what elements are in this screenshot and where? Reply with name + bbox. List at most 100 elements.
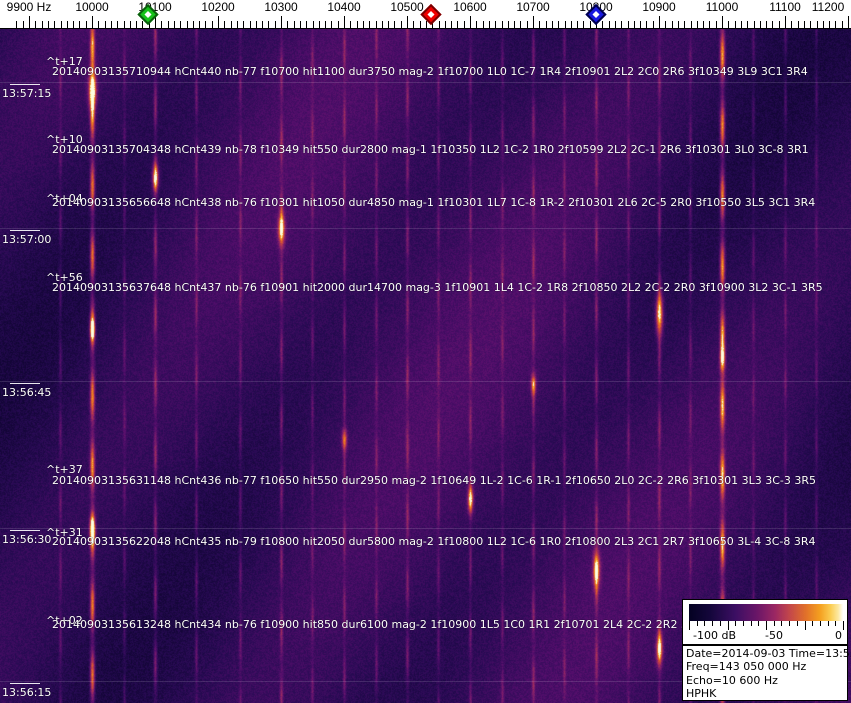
colorbar-tick-major xyxy=(689,621,690,630)
detection-record-row[interactable]: 20140903135710944 hCnt440 nb-77 f10700 h… xyxy=(52,65,808,78)
freq-tick-minor xyxy=(325,21,326,29)
detection-time-tag: ^t+17 xyxy=(46,55,83,68)
freq-tick-minor xyxy=(294,21,295,29)
time-gridline xyxy=(0,528,851,529)
freq-tick-minor xyxy=(804,21,805,29)
freq-tick-label: 11000 xyxy=(705,0,739,14)
colorbar-tick-minor xyxy=(712,621,713,626)
detection-record-row[interactable]: 20140903135656648 hCnt438 nb-76 f10301 h… xyxy=(52,196,816,209)
freq-tick-minor xyxy=(772,21,773,29)
freq-tick-minor xyxy=(350,21,351,29)
detection-record-row[interactable]: 20140903135622048 hCnt435 nb-79 f10800 h… xyxy=(52,535,816,548)
freq-tick-minor xyxy=(142,21,143,29)
colorbar-tick-minor xyxy=(735,621,736,626)
freq-tick-minor xyxy=(193,21,194,29)
freq-tick-major xyxy=(92,16,93,29)
freq-tick-minor xyxy=(464,21,465,29)
freq-tick-major xyxy=(470,16,471,29)
time-gridline xyxy=(0,228,851,229)
frequency-axis: 9900 Hz 10000 10100 10200 10300 10400 10500 106… xyxy=(0,0,851,29)
color-scale-gradient xyxy=(689,604,843,621)
info-frequency: Freq=143 050 000 Hz xyxy=(686,660,807,674)
freq-tick-minor xyxy=(602,21,603,29)
freq-tick-minor xyxy=(665,21,666,29)
freq-tick-minor xyxy=(117,21,118,29)
freq-tick-minor xyxy=(577,21,578,29)
spectrogram-image[interactable] xyxy=(0,29,851,703)
freq-tick-minor xyxy=(432,21,433,29)
time-tick xyxy=(10,84,40,85)
freq-tick-minor xyxy=(445,21,446,29)
colorbar-tick-minor xyxy=(697,621,698,626)
freq-tick-major xyxy=(344,16,345,29)
freq-tick-minor xyxy=(546,21,547,29)
freq-tick-label: 11100 xyxy=(769,0,801,14)
freq-tick-minor xyxy=(628,21,629,29)
freq-tick-minor xyxy=(306,21,307,29)
freq-tick-minor xyxy=(451,21,452,29)
detection-record-row[interactable]: 20140903135631148 hCnt436 nb-77 f10650 h… xyxy=(52,474,816,487)
freq-tick-minor xyxy=(760,21,761,29)
colorbar-tick-minor xyxy=(828,621,829,626)
freq-tick-minor xyxy=(363,21,364,29)
freq-tick-minor xyxy=(394,21,395,29)
freq-tick-minor xyxy=(48,21,49,29)
freq-tick-minor xyxy=(728,21,729,29)
freq-tick-major xyxy=(29,16,30,29)
freq-tick-minor xyxy=(212,21,213,29)
freq-tick-minor xyxy=(583,21,584,29)
freq-tick-minor xyxy=(697,21,698,29)
colorbar-tick-minor xyxy=(820,621,821,626)
freq-tick-minor xyxy=(243,21,244,29)
freq-tick-minor xyxy=(16,21,17,29)
freq-tick-label: 10600 xyxy=(453,0,487,14)
freq-tick-minor xyxy=(835,21,836,29)
time-tick xyxy=(10,383,40,384)
spectrogram-canvas-area[interactable]: 13:57:15 13:57:00 13:56:45 13:56:30 13:56:15… xyxy=(0,29,851,703)
freq-tick-minor xyxy=(609,21,610,29)
colorbar-label: -100 dB xyxy=(693,629,736,642)
freq-tick-minor xyxy=(489,21,490,29)
freq-tick-label: 10900 xyxy=(642,0,676,14)
freq-tick-label: 10500 xyxy=(390,0,424,14)
freq-tick-minor xyxy=(300,21,301,29)
detection-record-row[interactable]: 20140903135613248 hCnt434 nb-76 f10900 h… xyxy=(52,618,805,631)
freq-tick-minor xyxy=(376,21,377,29)
freq-tick-minor xyxy=(275,21,276,29)
freq-tick-minor xyxy=(571,21,572,29)
time-axis-label: 13:56:45 xyxy=(2,386,52,399)
freq-tick-minor xyxy=(369,21,370,29)
freq-tick-minor xyxy=(691,21,692,29)
freq-tick-minor xyxy=(817,21,818,29)
freq-tick-minor xyxy=(798,21,799,29)
detection-record-row[interactable]: 20140903135637648 hCnt437 nb-76 f10901 h… xyxy=(52,281,823,294)
freq-tick-minor xyxy=(231,21,232,29)
detection-time-tag: ^t+02 xyxy=(46,614,83,627)
freq-tick-minor xyxy=(779,21,780,29)
colorbar-tick-minor xyxy=(812,621,813,626)
colorbar-label: 0 xyxy=(835,629,842,642)
colorbar-tick-minor xyxy=(774,621,775,626)
freq-tick-minor xyxy=(42,21,43,29)
freq-tick-minor xyxy=(73,21,74,29)
color-scale-legend: -100 dB -50 0 xyxy=(682,599,848,645)
freq-tick-major xyxy=(785,16,786,29)
freq-tick-minor xyxy=(842,21,843,29)
freq-tick-minor xyxy=(420,21,421,29)
detection-record-row[interactable]: 20140903135704348 hCnt439 nb-78 f10349 h… xyxy=(52,143,809,156)
time-gridline xyxy=(0,681,851,682)
marker-core xyxy=(427,10,435,19)
freq-tick-minor xyxy=(268,21,269,29)
marker-core xyxy=(144,10,152,19)
freq-tick-minor xyxy=(130,21,131,29)
freq-tick-minor xyxy=(136,21,137,29)
freq-tick-minor xyxy=(520,21,521,29)
freq-tick-minor xyxy=(338,21,339,29)
freq-tick-minor xyxy=(747,21,748,29)
freq-tick-minor xyxy=(161,21,162,29)
freq-tick-minor xyxy=(565,21,566,29)
axis-baseline xyxy=(0,28,851,29)
detection-time-tag: ^t+04 xyxy=(46,192,83,205)
freq-tick-label: 11200 xyxy=(811,0,845,14)
freq-tick-minor xyxy=(483,21,484,29)
